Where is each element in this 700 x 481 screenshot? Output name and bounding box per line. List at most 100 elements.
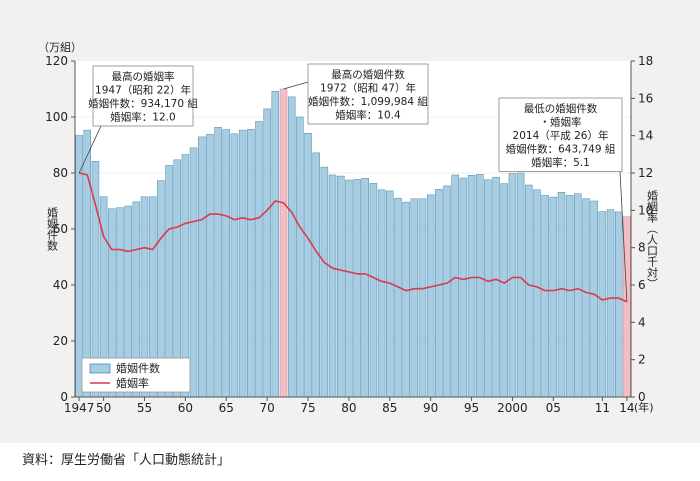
bar-2003 [533,189,541,398]
bar-1979 [336,175,345,398]
bar-1971 [271,90,280,398]
bar-2004 [541,195,549,398]
bar-1993 [451,174,459,398]
x-tick-label: 85 [382,401,397,415]
annotation-text: 婚姻件数：643,749 組 [506,143,616,156]
bar-2014 [623,216,631,398]
x-tick-label: 75 [300,401,315,415]
bar-1997 [484,179,492,398]
annotation-box [498,97,623,172]
bar-1974 [296,116,304,398]
right-tick-label: 18 [638,54,653,68]
bar-1992 [443,185,451,398]
right-tick-label: 8 [638,241,646,255]
legend-bar-swatch [89,363,111,374]
x-tick-label: 05 [546,401,561,415]
bar-1975 [304,132,312,398]
annotation-text: 最高の婚姻率 [112,70,175,83]
callout-line [283,81,309,90]
x-tick-label: 14 [619,401,634,415]
bar-1983 [369,183,378,398]
bar-1962 [197,136,206,398]
bar-1948 [83,129,92,398]
right-tick-label: 10 [638,203,653,217]
bar-1970 [263,108,271,398]
bar-1984 [377,189,386,398]
x-tick-label: 80 [341,401,356,415]
left-tick-label: 60 [53,222,68,236]
bar-1995 [467,174,476,398]
annotation-text: 最高の婚姻件数 [331,68,405,81]
bar-1972 [279,88,288,398]
left-axis-unit: （万組） [38,41,82,54]
bar-1991 [435,188,443,398]
x-tick-label: 50 [96,401,111,415]
left-tick-label: 0 [60,390,68,404]
bar-1985 [386,190,394,398]
bar-1973 [287,96,296,398]
bar-1963 [206,134,214,398]
bar-1961 [189,147,198,398]
callout-lines [78,81,628,302]
chart-panel: 0 20 40 60 80 100 120 0 2 4 6 8 10 12 14 16 18 1947 50 55… [0,0,700,443]
x-tick-label: 90 [423,401,438,415]
bar-1968 [247,129,255,398]
bar-1990 [426,194,435,398]
bar-1987 [402,201,410,398]
bar-2010 [590,200,598,398]
bar-1981 [353,179,361,398]
x-tick-label: 65 [219,401,234,415]
annotation-text: 2014（平成 26）年 [513,129,609,142]
x-tick-label: 55 [137,401,152,415]
annotation-box [307,63,429,125]
bar-1966 [230,133,239,398]
bar-1998 [492,176,500,398]
bar-2009 [582,198,590,398]
annotation-text: ・婚姻率 [540,116,582,129]
legend-line-label: 婚姻率 [116,376,149,390]
x-tick-label: 70 [260,401,275,415]
bar-2000 [508,173,517,398]
bar-2011 [598,211,607,398]
bar-1980 [345,179,353,398]
marriage-chart: 0 20 40 60 80 100 120 0 2 4 6 8 10 12 14 16 18 1947 50 55… [38,41,659,415]
bar-2001 [516,172,525,398]
bar-1967 [238,129,247,398]
source-note: 資料：厚生労働省「人口動態統計」 [22,453,231,468]
right-axis-ticks: 0 2 4 6 8 10 12 14 16 18 [631,54,653,404]
bar-2007 [565,195,574,398]
right-tick-label: 0 [638,390,646,404]
annotation-text: 1947（昭和 22）年 [95,84,191,97]
x-axis-ticks: 1947 50 55 60 65 70 75 80 85 90 95 2000 05 11 14 [64,397,635,415]
bar-2006 [557,192,566,398]
bar-1969 [255,121,263,398]
x-tick-label: 11 [595,401,610,415]
bar-1977 [320,166,329,398]
x-tick-label: 60 [178,401,193,415]
annotation-text: 婚姻件数：934,170 組 [88,97,198,110]
right-tick-label: 14 [638,129,653,143]
annotation-text: 最低の婚姻件数 [524,102,598,115]
bar-1994 [459,177,468,398]
left-tick-label: 100 [45,110,68,124]
bar-2008 [574,193,582,398]
bar-1999 [500,183,509,398]
left-tick-label: 120 [45,54,68,68]
annotation-text: 婚姻件数：1,099,984 組 [308,95,428,108]
bar-1989 [418,198,427,398]
bar-2012 [606,209,615,398]
x-tick-label: 2000 [497,401,528,415]
right-axis-label: 婚姻率（人口千対） [646,189,659,289]
bar-1982 [361,178,370,398]
right-tick-label: 2 [638,353,646,367]
annotation-text: 婚姻率：5.1 [531,156,590,169]
annotation-text: 1972（昭和 47）年 [320,82,416,95]
annotation-box [92,65,194,127]
bar-1988 [410,198,419,398]
bar-1978 [328,174,337,398]
left-axis-ticks: 0 20 40 60 80 100 120 [45,54,75,404]
legend: 婚姻件数 婚姻率 [81,357,191,393]
bar-1964 [214,127,222,398]
bar-2002 [525,184,533,398]
